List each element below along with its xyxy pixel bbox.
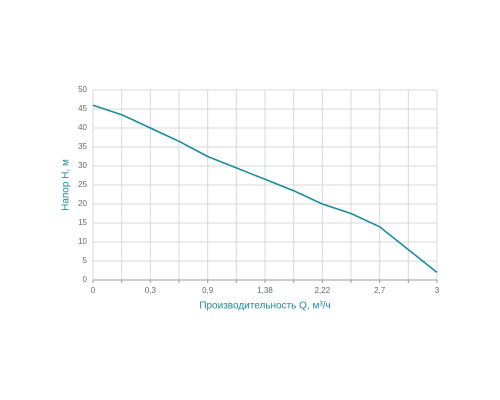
y-tick-label: 10 — [78, 237, 87, 246]
x-tick-label: 2,22 — [315, 286, 331, 295]
x-tick-label: 3 — [435, 286, 440, 295]
y-tick-label: 0 — [83, 275, 88, 284]
y-tick-label: 15 — [78, 218, 87, 227]
y-tick-label: 35 — [78, 142, 87, 151]
x-tick-label: 2,7 — [374, 286, 386, 295]
y-axis-title: Напор Н, м — [61, 159, 72, 211]
y-tick-label: 45 — [78, 104, 87, 113]
x-axis-title: Производительность Q, м³/ч — [199, 301, 330, 312]
line-series — [92, 104, 438, 274]
y-tick-label: 25 — [78, 180, 87, 189]
x-tick-label: 1,38 — [257, 286, 273, 295]
y-tick-label: 40 — [78, 123, 87, 132]
y-tick-label: 30 — [78, 161, 87, 170]
y-tick-label: 50 — [78, 85, 87, 94]
x-tick-label: 0 — [91, 286, 96, 295]
x-tick-label: 0,3 — [145, 286, 157, 295]
y-tick-label: 5 — [83, 256, 88, 265]
x-tick-label: 0,9 — [202, 286, 214, 295]
y-tick-label: 20 — [78, 199, 87, 208]
